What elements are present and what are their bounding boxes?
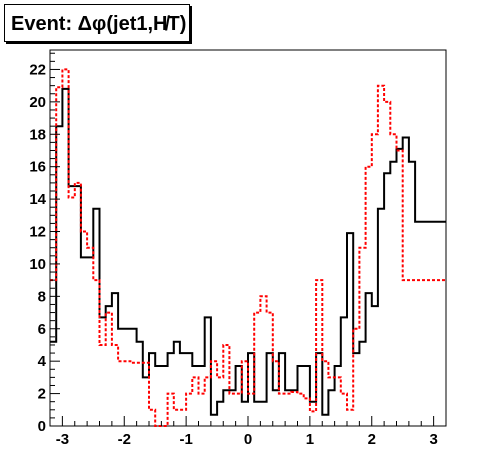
y-tick-label: 14	[29, 191, 46, 208]
series-line-2	[50, 68, 446, 427]
y-tick-label: 4	[38, 353, 47, 370]
x-tick-label: -2	[118, 431, 131, 448]
y-tick-label: 10	[29, 256, 46, 273]
x-tick-label: -1	[179, 431, 192, 448]
y-tick-label: 20	[29, 94, 46, 111]
chart-title: Event: Δφ(jet1,H̸T)	[11, 13, 187, 35]
y-tick-label: 0	[38, 418, 46, 435]
series-line-1	[50, 87, 446, 416]
y-tick-label: 2	[38, 386, 46, 403]
x-tick-label: 3	[429, 431, 437, 448]
y-tick-label: 8	[38, 288, 46, 305]
chart-title-box: Event: Δφ(jet1,H̸T)	[4, 4, 190, 42]
y-tick-label: 22	[29, 61, 46, 78]
x-tick-label: -3	[56, 431, 69, 448]
y-tick-label: 16	[29, 159, 46, 176]
y-tick-label: 18	[29, 126, 46, 143]
y-tick-label: 12	[29, 224, 46, 241]
x-tick-label: 0	[244, 431, 252, 448]
x-tick-label: 2	[368, 431, 376, 448]
y-tick-label: 6	[38, 321, 46, 338]
x-tick-label: 1	[306, 431, 314, 448]
